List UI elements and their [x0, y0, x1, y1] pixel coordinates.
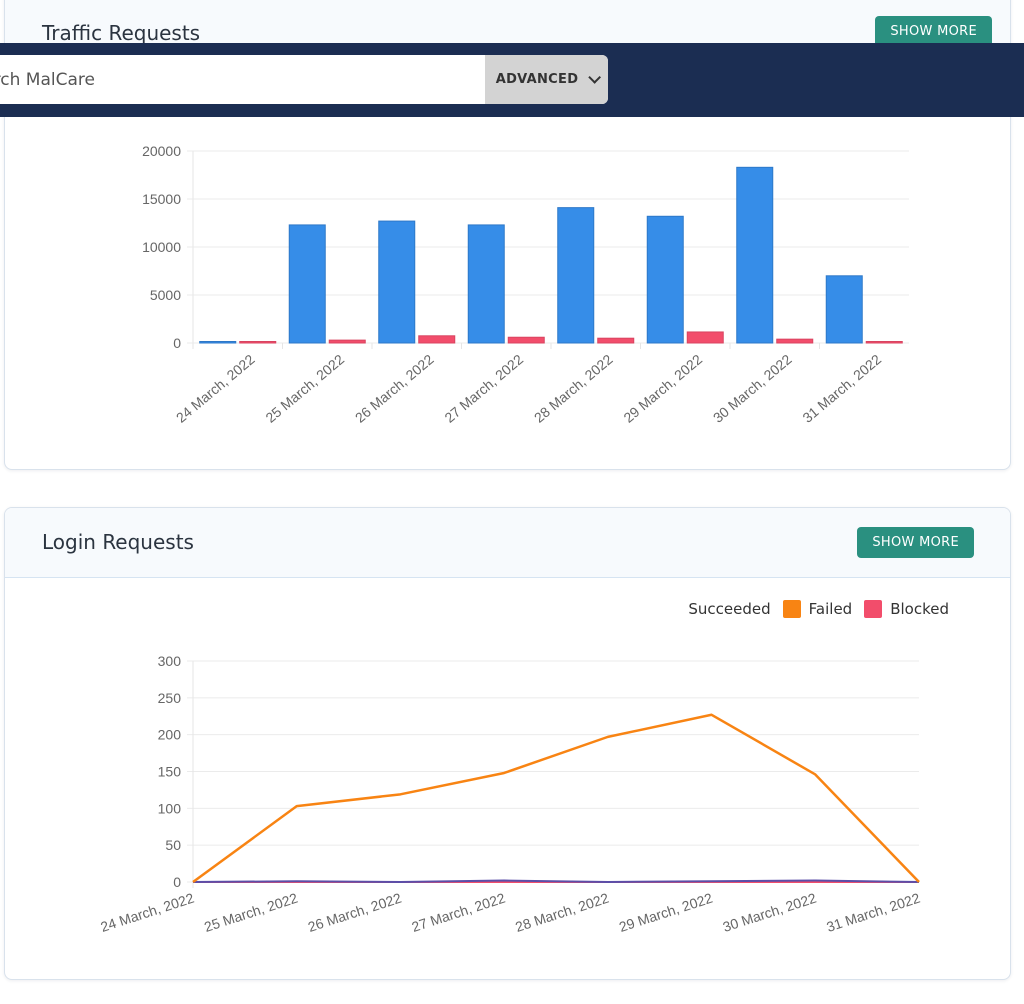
bar-a [199, 341, 237, 344]
x-tick-label: 30 March, 2022 [710, 351, 795, 426]
advanced-search-button[interactable]: ADVANCED [485, 55, 608, 104]
bar-b [686, 331, 724, 344]
search-bar: ADVANCED [0, 55, 608, 104]
login-card-title: Login Requests [42, 530, 194, 554]
y-tick-label: 15000 [142, 191, 181, 207]
x-tick-label: 24 March, 2022 [173, 351, 258, 426]
x-tick-label: 26 March, 2022 [306, 890, 404, 935]
traffic-card-title: Traffic Requests [42, 21, 201, 45]
legend-item-blocked[interactable]: Blocked [864, 600, 949, 618]
legend-item-succeeded[interactable]: Succeeded [688, 600, 770, 618]
y-tick-label: 150 [158, 764, 182, 780]
bar-b [507, 336, 545, 344]
chevron-down-icon [588, 71, 602, 84]
login-show-more-button[interactable]: SHOW MORE [857, 527, 974, 558]
x-tick-label: 31 March, 2022 [799, 351, 884, 426]
search-input[interactable] [0, 55, 485, 104]
login-chart-legend: Succeeded Failed Blocked [676, 600, 949, 618]
bar-a [646, 215, 684, 344]
y-tick-label: 0 [173, 335, 181, 351]
legend-label-succeeded: Succeeded [688, 600, 771, 618]
legend-item-failed[interactable]: Failed [782, 600, 853, 618]
x-tick-label: 30 March, 2022 [721, 890, 819, 935]
bar-a [288, 224, 326, 344]
series-line-failed [192, 713, 920, 884]
x-tick-label: 26 March, 2022 [352, 351, 437, 426]
y-tick-label: 100 [158, 800, 182, 816]
x-tick-label: 24 March, 2022 [98, 890, 196, 935]
y-tick-label: 200 [158, 727, 182, 743]
x-tick-label: 25 March, 2022 [262, 351, 347, 426]
y-tick-label: 0 [173, 874, 181, 890]
series-line-succeeded [192, 879, 920, 883]
x-tick-label: 27 March, 2022 [441, 351, 526, 426]
login-card-header: Login Requests SHOW MORE [5, 508, 1010, 578]
y-tick-label: 10000 [142, 239, 181, 255]
traffic-show-more-button[interactable]: SHOW MORE [875, 16, 992, 47]
bar-a [467, 224, 505, 344]
x-tick-label: 29 March, 2022 [617, 890, 715, 935]
bar-b [418, 335, 456, 344]
x-tick-label: 27 March, 2022 [410, 890, 508, 935]
legend-swatch-blocked [864, 600, 883, 618]
bar-a [736, 166, 774, 344]
legend-label-failed: Failed [808, 600, 853, 618]
bar-b [776, 338, 814, 344]
y-tick-label: 20000 [142, 143, 181, 159]
bar-b [328, 339, 366, 344]
x-tick-label: 28 March, 2022 [513, 890, 611, 935]
legend-label-blocked: Blocked [890, 600, 949, 618]
bar-a [378, 220, 416, 344]
y-tick-label: 50 [165, 837, 181, 853]
bar-a [825, 275, 863, 344]
bar-b [239, 341, 277, 344]
advanced-label: ADVANCED [495, 72, 579, 87]
y-tick-label: 5000 [150, 287, 181, 303]
bar-b [865, 341, 903, 344]
x-tick-label: 29 March, 2022 [620, 351, 705, 426]
x-tick-label: 31 March, 2022 [824, 890, 922, 935]
x-tick-label: 28 March, 2022 [531, 351, 616, 426]
traffic-bar-chart: 0 5000 10000 15000 20000 24 March, 2022 25 Mar… [142, 143, 909, 426]
y-tick-label: 250 [158, 690, 182, 706]
legend-swatch-failed [782, 600, 801, 618]
login-requests-card: Login Requests SHOW MORE Succeeded Faile… [4, 507, 1011, 980]
y-tick-label: 300 [158, 653, 182, 669]
login-line-chart: 0 50 100 150 200 250 300 24 March, 2022 25 March… [98, 653, 922, 935]
traffic-card-header: Traffic Requests SHOW MORE [5, 0, 1010, 61]
top-navbar: ADVANCED [0, 43, 1024, 117]
bar-b [597, 337, 635, 344]
bar-a [557, 207, 595, 344]
x-tick-label: 25 March, 2022 [202, 890, 300, 935]
